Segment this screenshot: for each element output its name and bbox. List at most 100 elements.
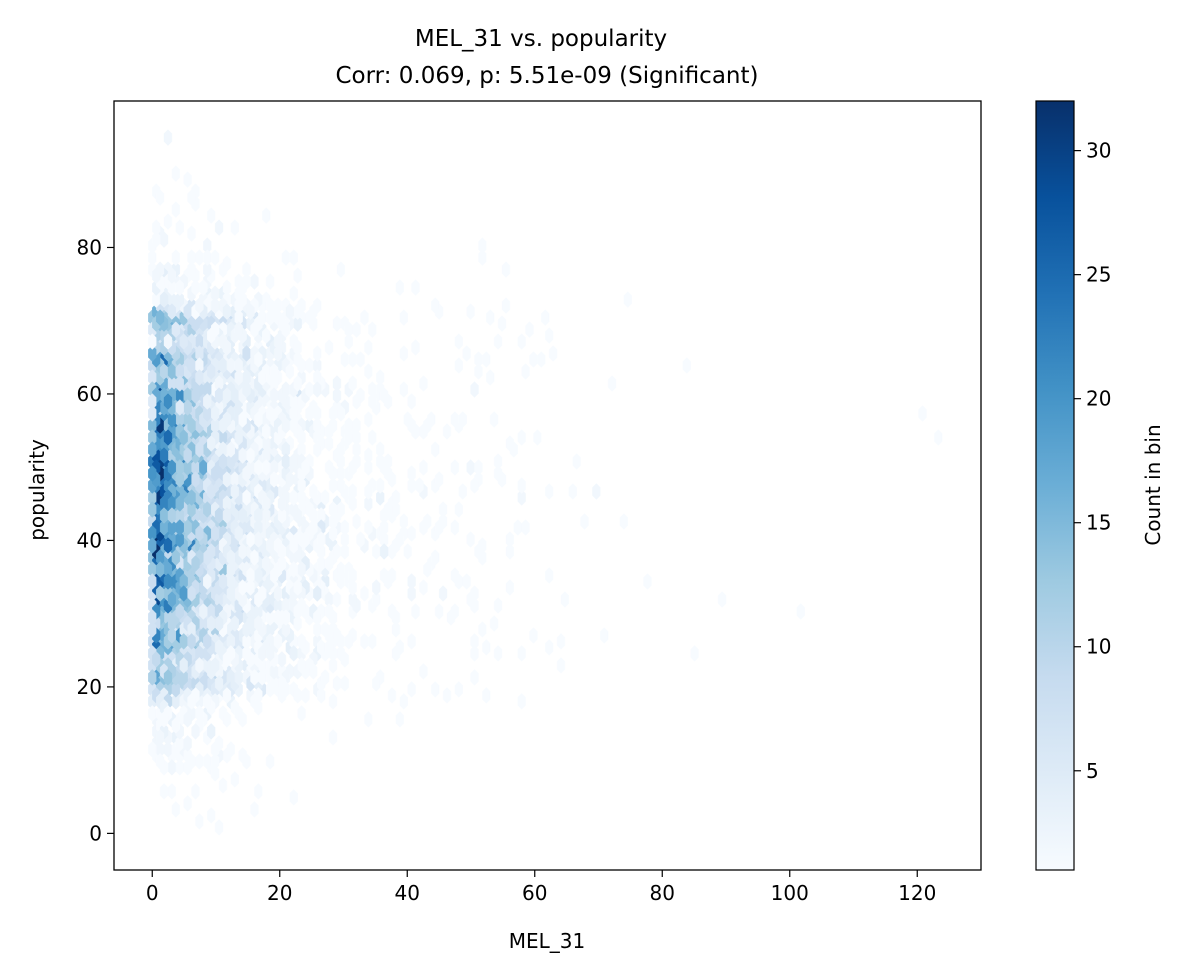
hex-bin [328, 657, 338, 674]
hex-bin [210, 405, 220, 422]
hex-bin [934, 429, 943, 446]
hex-bin [207, 543, 216, 560]
colorbar-axis: 5 10 15 20 25 30 [1074, 139, 1111, 783]
x-axis-label: MEL_31 [509, 929, 585, 953]
hex-bin [545, 327, 554, 344]
hex-bin [545, 639, 554, 656]
hex-bin [352, 393, 361, 410]
hex-bin [368, 429, 377, 446]
hex-bin [364, 483, 373, 500]
hex-bin [254, 411, 263, 428]
hex-bin [344, 429, 353, 446]
hex-bin [608, 375, 617, 392]
hex-bin [175, 519, 184, 536]
hex-bin [364, 495, 373, 512]
hex-bin [222, 387, 232, 404]
hex-bin [183, 759, 192, 776]
hex-bin [372, 579, 381, 596]
hex-bin [155, 561, 165, 578]
colorbar-tick-label: 20 [1086, 387, 1111, 411]
hex-bin [918, 405, 927, 422]
hex-bin [179, 429, 188, 446]
hex-bin [187, 693, 196, 710]
hex-bin [399, 345, 408, 362]
hex-bin [277, 507, 287, 524]
hex-bin [281, 249, 290, 266]
hex-bin [348, 591, 357, 608]
hex-bin [187, 489, 196, 506]
x-tick-label: 20 [267, 881, 292, 905]
hex-bin [167, 627, 177, 644]
hex-bin [289, 789, 298, 806]
hex-bin [419, 459, 428, 476]
hex-bin [364, 411, 373, 428]
hex-bin [218, 777, 228, 794]
hex-bin [415, 477, 424, 494]
hex-bin [340, 675, 349, 692]
hex-bin [439, 585, 448, 602]
hex-bin [238, 591, 247, 608]
hex-bin [482, 351, 491, 368]
hex-bin [470, 477, 479, 494]
hex-bin [332, 543, 342, 560]
hex-bin [313, 417, 322, 434]
hex-bin [344, 417, 353, 434]
hex-bin [203, 393, 212, 410]
hex-bin [258, 645, 267, 662]
hex-bin [171, 201, 181, 218]
hex-bin [450, 603, 459, 620]
hex-bin [289, 285, 298, 302]
hex-bin [328, 609, 338, 626]
hex-bin [273, 609, 283, 626]
hex-bin [497, 471, 507, 488]
hex-bin [148, 705, 157, 722]
hex-bin [214, 639, 224, 656]
hex-bin [266, 405, 275, 422]
hex-bin [293, 615, 302, 632]
hex-bin [490, 615, 499, 632]
hex-bin [183, 711, 192, 728]
hex-bin [336, 261, 345, 278]
hex-bin [407, 681, 416, 698]
hex-bin [163, 573, 173, 590]
hex-bin [289, 561, 298, 578]
hex-bin [482, 639, 491, 656]
hex-bin [328, 693, 338, 710]
hex-bin [187, 189, 196, 206]
hex-bin [281, 381, 290, 398]
hex-bin [285, 471, 294, 488]
hex-bin [328, 417, 338, 434]
hex-bin [505, 531, 514, 548]
hex-bin [222, 279, 232, 296]
hex-bin [234, 321, 243, 338]
hex-bin [175, 603, 184, 620]
hex-bin [293, 267, 302, 284]
x-tick-label: 80 [650, 881, 675, 905]
hex-bin [497, 315, 507, 332]
hex-bin [218, 417, 228, 434]
hex-bin [207, 807, 216, 824]
hex-bin [348, 567, 357, 584]
hex-bin [214, 615, 224, 632]
hex-bin [199, 603, 208, 620]
hex-bin [226, 357, 236, 374]
hex-bin [262, 555, 271, 572]
hex-bin [360, 309, 369, 326]
hex-bin [238, 411, 247, 428]
hex-bin [501, 261, 511, 278]
hex-bin [148, 669, 157, 686]
hex-bin [301, 531, 310, 548]
hex-bin [159, 711, 169, 728]
hex-bin [407, 585, 416, 602]
hex-bin [435, 519, 444, 536]
hex-bin [328, 501, 338, 518]
hex-bin [171, 321, 181, 338]
hex-bin [336, 453, 345, 470]
hex-bin [191, 471, 200, 488]
hex-bin [171, 549, 181, 566]
hex-bin [399, 309, 408, 326]
hex-bin [226, 441, 236, 458]
hex-bin [155, 189, 165, 206]
hex-bin [478, 621, 487, 638]
